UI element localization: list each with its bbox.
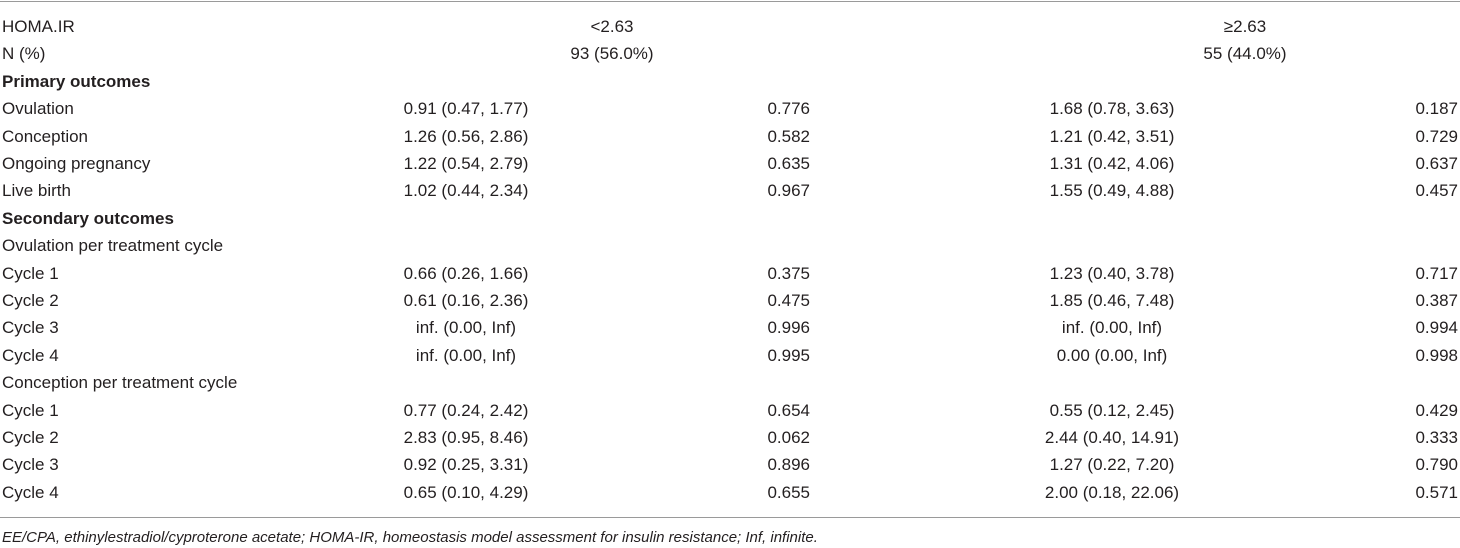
header-label: HOMA.IR — [2, 17, 75, 36]
p-value-cell: 0.996 — [767, 318, 810, 338]
row-label: Live birth — [2, 181, 71, 201]
row-label: Cycle 1 — [2, 400, 59, 420]
row-label: Cycle 2 — [2, 291, 59, 310]
p-value-cell: 0.896 — [767, 455, 810, 475]
p-value-cell: 0.571 — [1415, 482, 1458, 502]
subsection-heading: Conception per treatment cycle — [2, 373, 238, 393]
header-label: N (%) — [2, 44, 46, 64]
row-label: Cycle 3 — [2, 455, 59, 475]
row-label: Ovulation — [2, 99, 74, 119]
row-label: Cycle 1 — [2, 263, 59, 283]
estimate-cell: 1.26 (0.56, 2.86) — [403, 126, 529, 146]
estimate-cell: inf. (0.00, Inf) — [1061, 318, 1163, 338]
estimate-cell: 0.00 (0.00, Inf) — [1056, 345, 1168, 365]
estimate-cell: 1.55 (0.49, 4.88) — [1049, 181, 1175, 201]
p-value-cell: 0.717 — [1415, 263, 1458, 283]
estimate-cell: 0.66 (0.26, 1.66) — [403, 263, 529, 283]
estimate-cell: 0.77 (0.24, 2.42) — [403, 400, 529, 420]
footnote: EE/CPA, ethinylestradiol/cyproterone ace… — [2, 529, 818, 546]
estimate-cell: 1.22 (0.54, 2.79) — [403, 154, 529, 173]
p-value-cell: 0.998 — [1415, 345, 1458, 365]
header-cell: 93 (56.0%) — [570, 44, 654, 64]
section-heading: Primary outcomes — [2, 71, 151, 91]
row-label: Cycle 4 — [2, 345, 59, 365]
p-value-cell: 0.582 — [767, 126, 810, 146]
top-rule — [0, 1, 1460, 2]
p-value-cell: 0.387 — [1415, 291, 1458, 310]
header-cell: ≥2.63 — [1223, 17, 1267, 36]
subsection-heading: Ovulation per treatment cycle — [2, 236, 224, 256]
p-value-cell: 0.776 — [767, 99, 810, 119]
section-heading: Secondary outcomes — [2, 208, 174, 228]
header-cell: 55 (44.0%) — [1203, 44, 1287, 64]
p-value-cell: 0.333 — [1415, 428, 1458, 447]
row-label: Cycle 4 — [2, 482, 59, 502]
estimate-cell: 0.61 (0.16, 2.36) — [403, 291, 529, 310]
estimate-cell: 2.00 (0.18, 22.06) — [1044, 482, 1180, 502]
p-value-cell: 0.429 — [1415, 400, 1458, 420]
header-cell: <2.63 — [590, 17, 634, 36]
estimate-cell: 2.83 (0.95, 8.46) — [403, 428, 529, 447]
p-value-cell: 0.187 — [1415, 99, 1458, 119]
row-label: Cycle 3 — [2, 318, 59, 338]
estimate-cell: 1.23 (0.40, 3.78) — [1049, 263, 1175, 283]
estimate-cell: 0.65 (0.10, 4.29) — [403, 482, 529, 502]
p-value-cell: 0.729 — [1415, 126, 1458, 146]
p-value-cell: 0.655 — [767, 482, 810, 502]
p-value-cell: 0.654 — [767, 400, 810, 420]
estimate-cell: 0.55 (0.12, 2.45) — [1049, 400, 1175, 420]
estimate-cell: 1.02 (0.44, 2.34) — [403, 181, 529, 201]
estimate-cell: 2.44 (0.40, 14.91) — [1044, 428, 1180, 447]
p-value-cell: 0.994 — [1415, 318, 1458, 338]
row-label: Ongoing pregnancy — [2, 154, 151, 173]
p-value-cell: 0.995 — [767, 345, 810, 365]
estimate-cell: inf. (0.00, Inf) — [415, 318, 517, 338]
estimate-cell: 1.31 (0.42, 4.06) — [1049, 154, 1175, 173]
row-label: Conception — [2, 126, 89, 146]
p-value-cell: 0.457 — [1415, 181, 1458, 201]
estimate-cell: inf. (0.00, Inf) — [415, 345, 517, 365]
estimate-cell: 0.91 (0.47, 1.77) — [403, 99, 529, 119]
p-value-cell: 0.967 — [767, 181, 810, 201]
estimate-cell: 0.92 (0.25, 3.31) — [403, 455, 529, 475]
p-value-cell: 0.475 — [767, 291, 810, 310]
p-value-cell: 0.635 — [767, 154, 810, 173]
estimate-cell: 1.68 (0.78, 3.63) — [1049, 99, 1175, 119]
p-value-cell: 0.375 — [767, 263, 810, 283]
estimate-cell: 1.27 (0.22, 7.20) — [1049, 455, 1175, 475]
p-value-cell: 0.637 — [1415, 154, 1458, 173]
bottom-rule — [0, 517, 1460, 518]
p-value-cell: 0.790 — [1415, 455, 1458, 475]
row-label: Cycle 2 — [2, 428, 59, 447]
p-value-cell: 0.062 — [767, 428, 810, 447]
estimate-cell: 1.21 (0.42, 3.51) — [1049, 126, 1175, 146]
estimate-cell: 1.85 (0.46, 7.48) — [1049, 291, 1175, 310]
